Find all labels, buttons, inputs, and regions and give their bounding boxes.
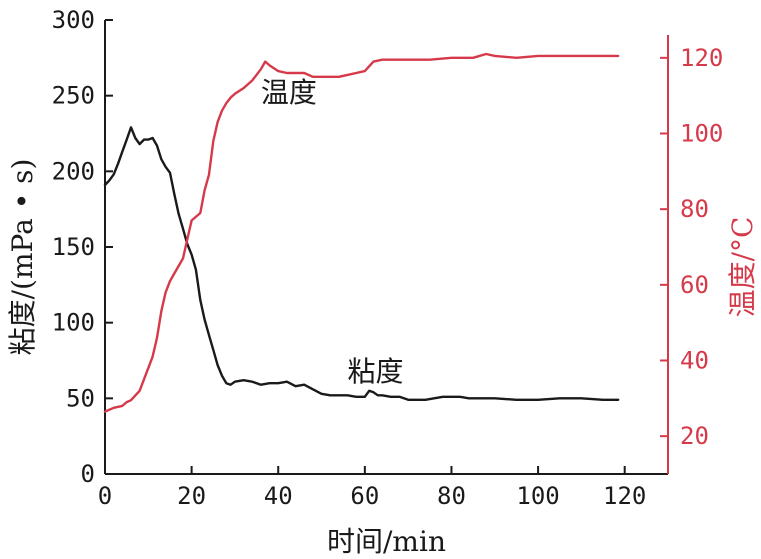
x-tick-label: 20 [177,482,206,510]
x-tick-label: 60 [350,482,379,510]
y-right-tick-label: 40 [680,347,709,375]
y-right-tick-label: 20 [680,422,709,450]
x-tick-label: 100 [516,482,559,510]
y-left-tick-label: 300 [52,6,95,34]
y-left-tick-label: 200 [52,157,95,185]
series-annotation-label: 温度 [261,76,317,109]
y-left-tick-label: 250 [52,82,95,110]
y-left-tick-label: 100 [52,309,95,337]
x-tick-label: 40 [264,482,293,510]
x-tick-label: 0 [98,482,112,510]
y-right-tick-label: 120 [680,44,723,72]
temperature-series-line [103,52,620,413]
y-right-axis-title: 温度/°C [726,217,759,318]
y-right-tick-label: 100 [680,120,723,148]
x-tick-label: 80 [437,482,466,510]
y-left-axis-title: 粘度/(mPa • s) [6,159,39,356]
y-right-tick-label: 80 [680,195,709,223]
x-tick-label: 120 [603,482,646,510]
y-right-tick-label: 60 [680,271,709,299]
plot-layer: 0 20 40 60 80 100 120 0 50 100 150 200 250 300 20 40 60 8… [6,6,759,558]
series-annotation-label: 粘度 [347,355,403,388]
y-left-tick-label: 50 [66,384,95,412]
x-axis-title: 时间/min [327,525,446,558]
viscosity-series-line [103,126,620,401]
y-left-tick-label: 150 [52,233,95,261]
y-left-tick-label: 0 [81,460,95,488]
